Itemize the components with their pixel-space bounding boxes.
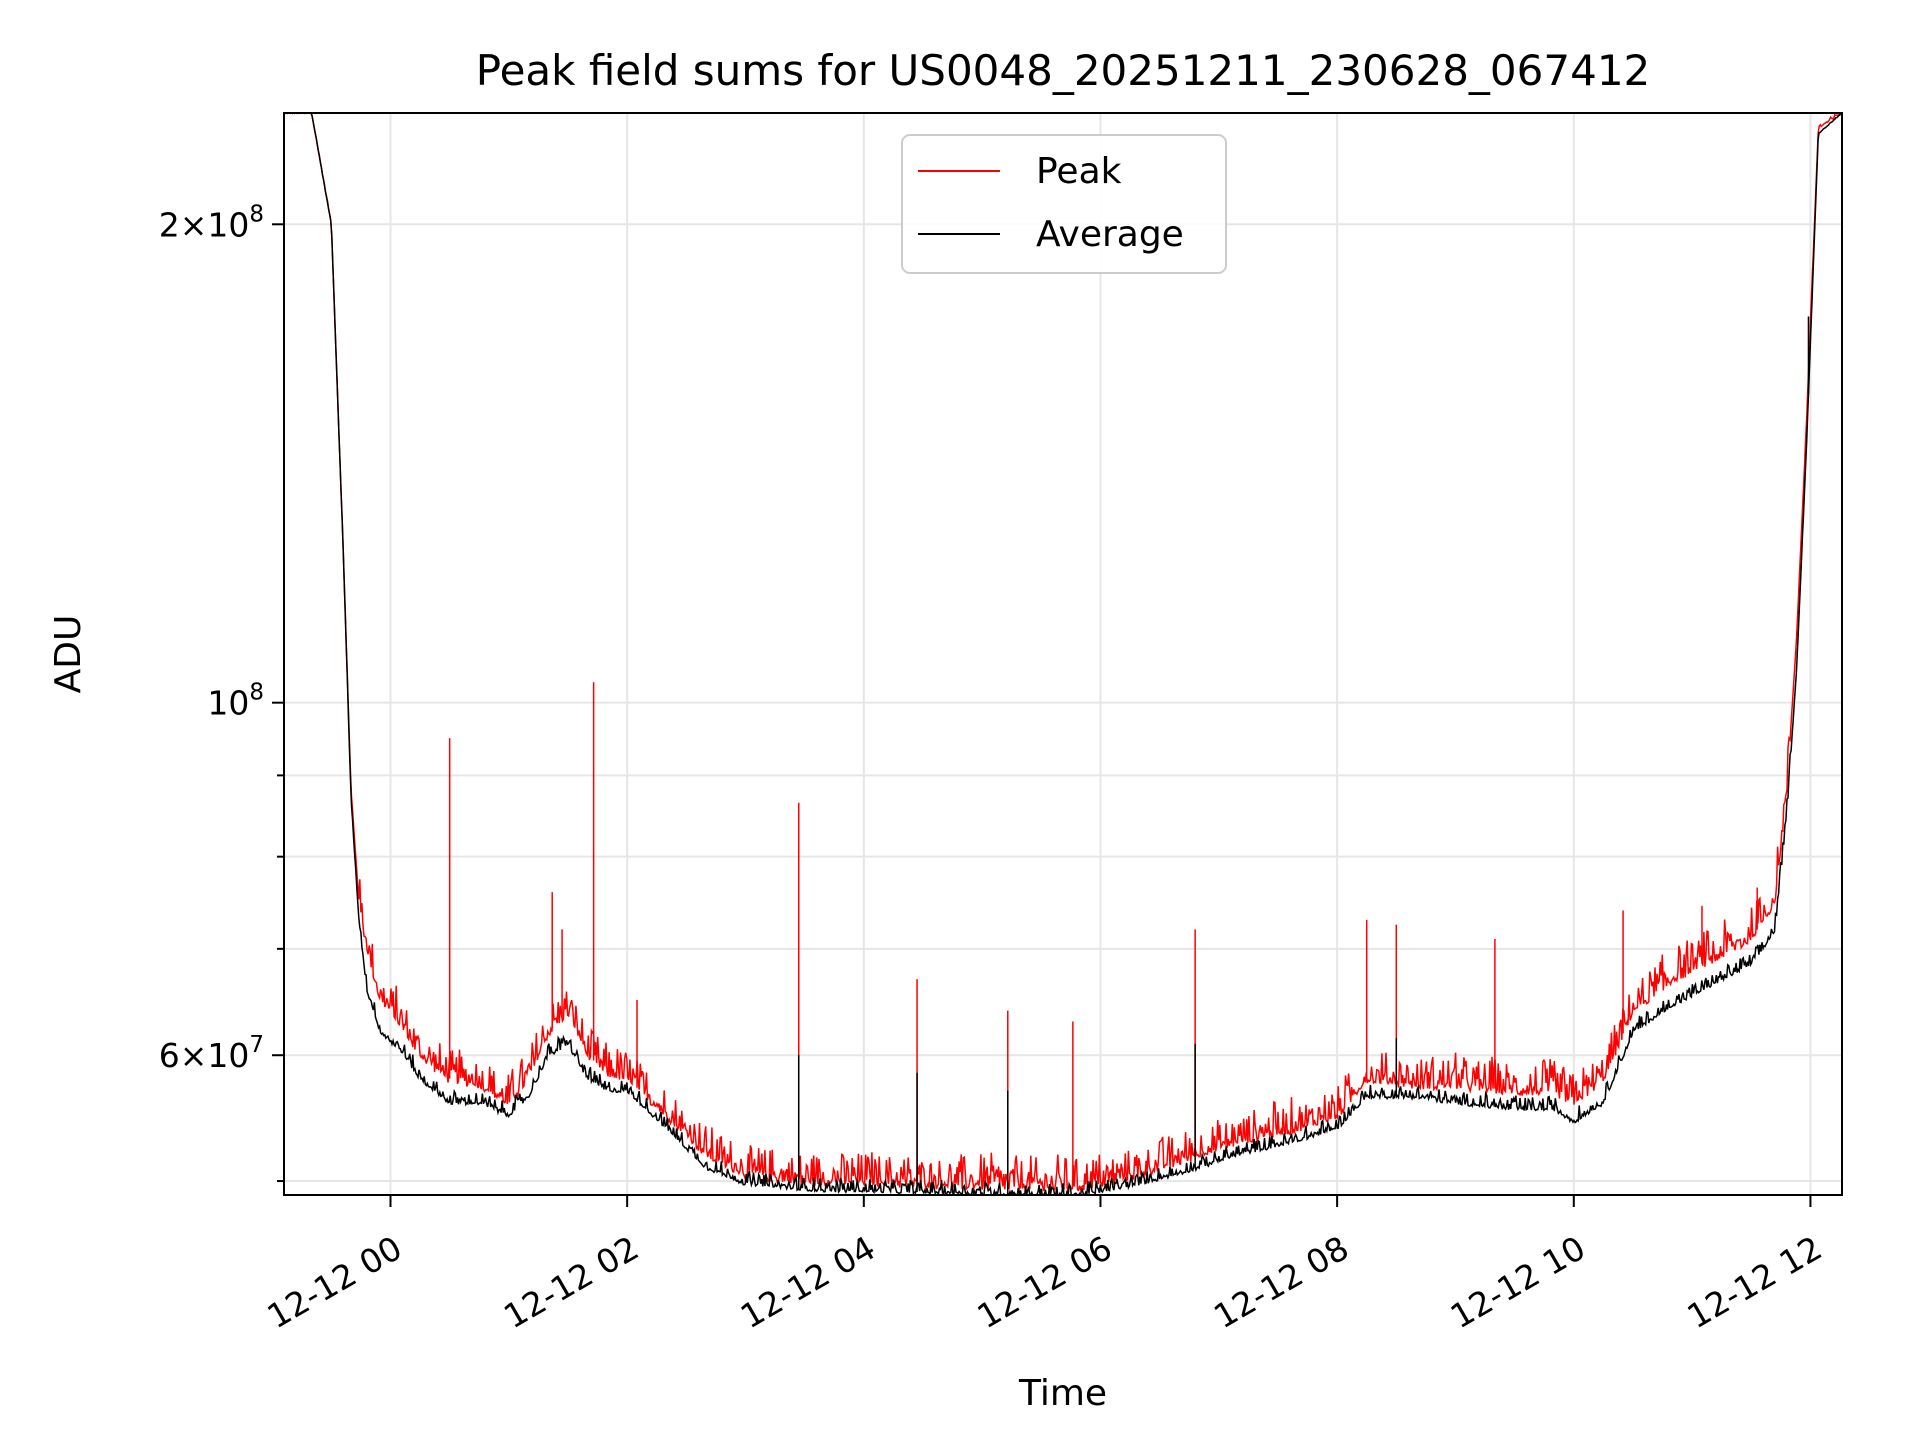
series-line-average bbox=[284, 113, 1842, 1195]
y-axis-label: ADU bbox=[48, 615, 89, 694]
y-axis-ticks: 108 2×108 6×107 bbox=[159, 201, 284, 1183]
series-average bbox=[284, 113, 1842, 1195]
chart-title: Peak field sums for US0048_20251211_2306… bbox=[476, 46, 1651, 95]
y-tick-label: 2×108 bbox=[159, 201, 264, 244]
legend-label-average: Average bbox=[1036, 214, 1184, 255]
legend: Peak Average bbox=[901, 134, 1227, 274]
plot-frame bbox=[283, 112, 1843, 1196]
x-axis-label: Time bbox=[1018, 1373, 1107, 1414]
legend-label-peak: Peak bbox=[1036, 151, 1122, 192]
y-tick-label: 6×107 bbox=[159, 1032, 264, 1075]
legend-box bbox=[901, 134, 1227, 274]
series-layer bbox=[284, 113, 1842, 1195]
y-tick-label: 108 bbox=[207, 680, 264, 723]
